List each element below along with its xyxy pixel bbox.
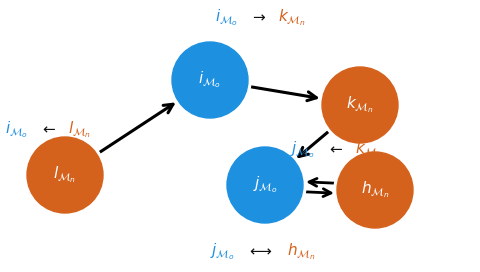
Text: $\leftarrow$: $\leftarrow$ <box>322 143 348 157</box>
Text: $l_{\mathcal{M}_n}$: $l_{\mathcal{M}_n}$ <box>53 165 76 185</box>
Text: $k_{\mathcal{M}_n}$: $k_{\mathcal{M}_n}$ <box>278 8 306 28</box>
FancyArrowPatch shape <box>305 189 331 197</box>
Text: $k_{\mathcal{M}_n}$: $k_{\mathcal{M}_n}$ <box>346 95 374 115</box>
Circle shape <box>224 144 306 226</box>
Text: $\longleftrightarrow$: $\longleftrightarrow$ <box>242 245 277 259</box>
Circle shape <box>169 39 251 121</box>
Text: $j_{\mathcal{M}_o}$: $j_{\mathcal{M}_o}$ <box>290 140 315 160</box>
Text: $i_{\mathcal{M}_o}$: $i_{\mathcal{M}_o}$ <box>215 8 238 28</box>
Circle shape <box>172 42 248 118</box>
Text: $i_{\mathcal{M}_o}$: $i_{\mathcal{M}_o}$ <box>5 120 28 140</box>
Circle shape <box>322 67 398 143</box>
Text: $i_{\mathcal{M}_o}$: $i_{\mathcal{M}_o}$ <box>198 70 222 90</box>
Text: $l_{\mathcal{M}_n}$: $l_{\mathcal{M}_n}$ <box>68 120 91 140</box>
Text: $k_{\mathcal{M}_n}$: $k_{\mathcal{M}_n}$ <box>355 140 383 160</box>
FancyArrowPatch shape <box>250 87 316 101</box>
Text: $h_{\mathcal{M}_n}$: $h_{\mathcal{M}_n}$ <box>361 180 389 200</box>
Circle shape <box>319 64 401 146</box>
Text: $j_{\mathcal{M}_o}$: $j_{\mathcal{M}_o}$ <box>210 242 235 262</box>
FancyArrowPatch shape <box>99 104 173 153</box>
FancyArrowPatch shape <box>299 131 329 156</box>
Text: $\rightarrow$: $\rightarrow$ <box>245 11 271 25</box>
Circle shape <box>337 152 413 228</box>
Circle shape <box>24 134 106 216</box>
Circle shape <box>334 149 416 231</box>
Circle shape <box>27 137 103 213</box>
Text: $j_{\mathcal{M}_o}$: $j_{\mathcal{M}_o}$ <box>252 175 277 195</box>
Text: $\leftarrow$: $\leftarrow$ <box>35 123 60 137</box>
FancyArrowPatch shape <box>309 178 335 186</box>
Text: $h_{\mathcal{M}_n}$: $h_{\mathcal{M}_n}$ <box>287 242 316 262</box>
Circle shape <box>227 147 303 223</box>
